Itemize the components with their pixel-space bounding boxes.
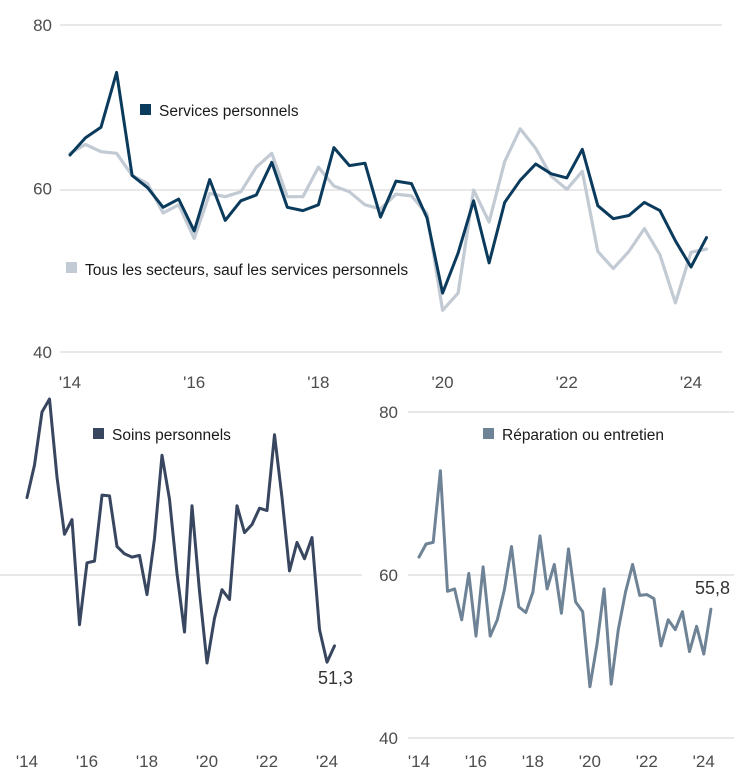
x-tick-label: '16 xyxy=(183,373,205,392)
x-tick-label: '14 xyxy=(59,373,81,392)
series-line xyxy=(68,127,709,312)
legend-swatch xyxy=(93,428,104,439)
y-tick-label: 80 xyxy=(33,16,52,35)
y-tick-label: 60 xyxy=(379,566,398,585)
x-tick-label: '24 xyxy=(680,373,702,392)
series-line xyxy=(68,70,708,295)
legend-swatch xyxy=(140,104,151,115)
x-tick-label: '18 xyxy=(307,373,329,392)
x-tick-label: '22 xyxy=(256,752,278,771)
legend-swatch xyxy=(66,262,77,273)
end-value-label: 51,3 xyxy=(318,668,353,688)
legend-label: Réparation ou entretien xyxy=(502,427,664,444)
y-tick-label: 40 xyxy=(33,343,52,362)
legend-label: Soins personnels xyxy=(112,427,231,444)
x-tick-label: '14 xyxy=(408,752,430,771)
y-tick-label: 60 xyxy=(33,180,52,199)
x-tick-label: '16 xyxy=(76,752,98,771)
x-tick-label: '24 xyxy=(693,752,715,771)
legend-swatch xyxy=(483,428,494,439)
chart-panel-all-sectors: 80 60 40 '14 '16 '18 '20 '22 '24 Services personn… xyxy=(33,16,722,392)
x-tick-label: '16 xyxy=(465,752,487,771)
x-tick-label: '22 xyxy=(636,752,658,771)
series-line xyxy=(25,397,336,665)
legend-label: Services personnels xyxy=(159,103,299,120)
x-tick-label: '24 xyxy=(316,752,338,771)
x-tick-label: '20 xyxy=(431,373,453,392)
end-value-label: 55,8 xyxy=(695,578,730,598)
x-tick-label: '14 xyxy=(16,752,38,771)
x-tick-label: '20 xyxy=(196,752,218,771)
chart-panel-soins-personnels: '14 '16 '18 '20 '22 '24 Soins personnels 51,3 xyxy=(0,397,362,771)
y-tick-label: 40 xyxy=(379,729,398,748)
x-tick-label: '22 xyxy=(556,373,578,392)
chart-panel-reparation-entretien: 80 60 40 '14 '16 '18 '20 '22 '24 Réparation ou en… xyxy=(379,403,734,771)
series-line xyxy=(417,469,713,689)
y-tick-label: 80 xyxy=(379,403,398,422)
legend-label: Tous les secteurs, sauf les services per… xyxy=(85,262,408,279)
x-tick-label: '20 xyxy=(579,752,601,771)
x-tick-label: '18 xyxy=(136,752,158,771)
x-tick-label: '18 xyxy=(522,752,544,771)
